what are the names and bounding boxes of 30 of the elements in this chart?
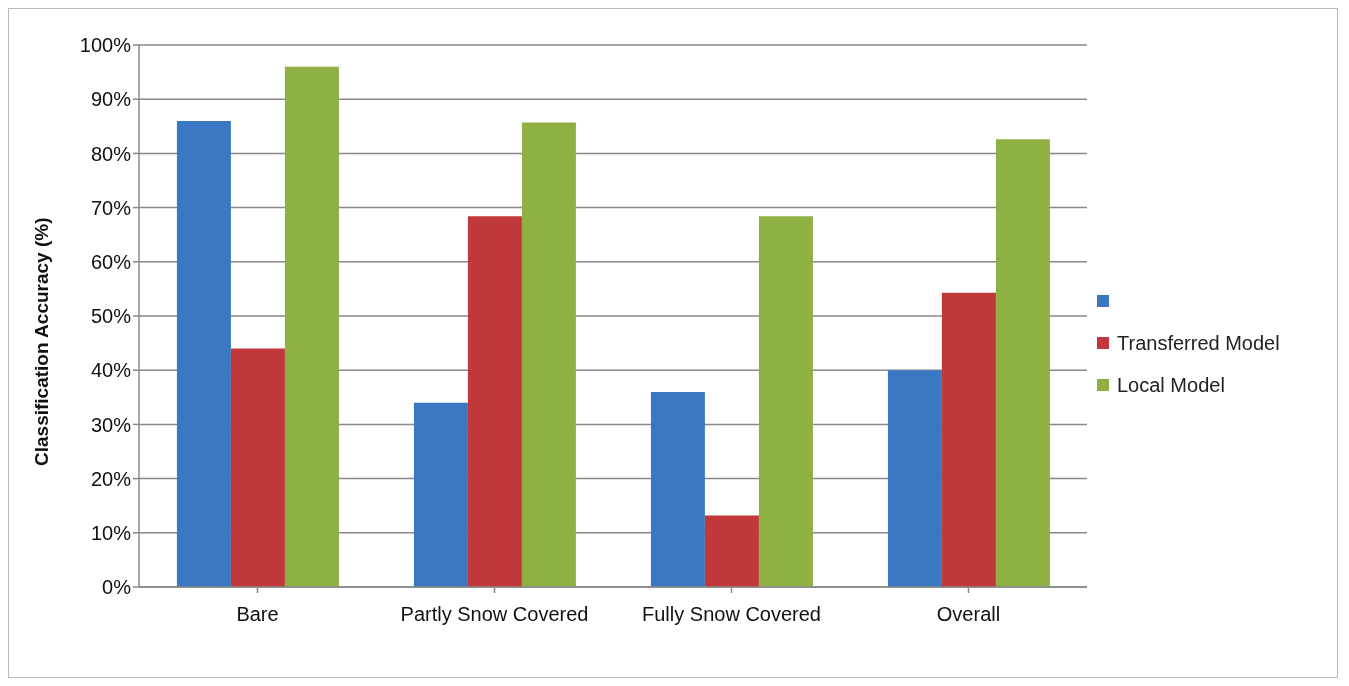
y-tick-label: 0% <box>102 576 132 599</box>
y-tick-label: 20% <box>90 467 132 490</box>
y-tick-label: 40% <box>90 359 132 382</box>
bar <box>284 66 339 587</box>
y-tick-label: 50% <box>90 305 132 328</box>
y-tick-label: 70% <box>90 196 132 219</box>
y-tick-label: 90% <box>90 88 132 111</box>
y-tick-label: 100% <box>79 34 132 57</box>
bar <box>887 370 942 587</box>
bar <box>230 348 285 587</box>
bar <box>176 120 231 587</box>
y-axis-title: Classification Accuracy (%) <box>30 217 52 466</box>
x-tick-label: Partly Snow Covered <box>400 603 589 626</box>
bar <box>467 216 522 587</box>
bar <box>758 216 813 587</box>
bar <box>704 515 759 587</box>
y-tick-label: 10% <box>90 521 132 544</box>
bar <box>941 292 996 587</box>
bar <box>521 122 576 587</box>
y-tick-label: 30% <box>90 413 132 436</box>
bar <box>650 391 705 587</box>
x-tick-label: Bare <box>236 603 279 626</box>
legend-label: Transferred Model <box>1117 331 1280 355</box>
legend-label: Local Model <box>1117 373 1225 397</box>
bar <box>413 402 468 587</box>
x-tick-label: Overall <box>936 603 1001 626</box>
x-tick-label: Fully Snow Covered <box>642 603 821 626</box>
bar <box>995 139 1050 587</box>
y-tick-label: 60% <box>90 250 132 273</box>
y-tick-label: 80% <box>90 142 132 165</box>
